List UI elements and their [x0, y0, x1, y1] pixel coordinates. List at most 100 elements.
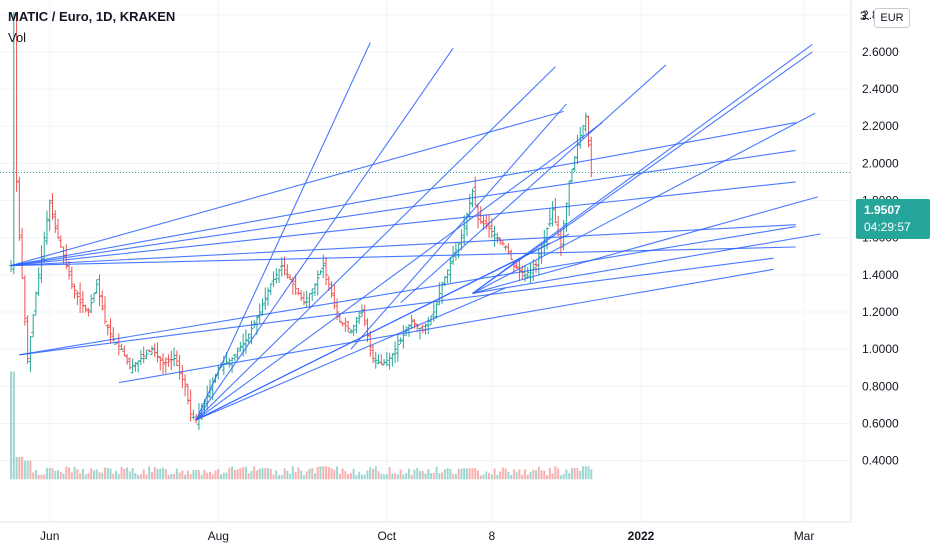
volume-bar: [98, 472, 101, 480]
trendline: [10, 121, 796, 267]
volume-bar: [385, 474, 388, 480]
volume-bar: [115, 470, 118, 480]
volume-bar: [297, 467, 300, 480]
volume-bar: [181, 470, 184, 480]
volume-bar: [109, 468, 112, 480]
volume-bar: [338, 473, 341, 480]
volume-bar: [272, 474, 275, 480]
volume-bar: [112, 473, 115, 480]
volume-bar: [532, 469, 535, 480]
volume-bar: [355, 475, 358, 480]
trendline: [195, 122, 603, 421]
volume-bar: [499, 471, 502, 480]
volume-bar: [40, 474, 43, 480]
symbol-label: MATIC / Euro, 1D, KRAKEN: [8, 9, 176, 24]
volume-bar: [347, 473, 350, 480]
volume-bar: [173, 473, 176, 480]
chart-grid: [0, 0, 851, 522]
volume-bar: [106, 467, 109, 480]
volume-bar: [501, 467, 504, 480]
volume-bar: [208, 471, 211, 480]
volume-bar: [137, 475, 140, 480]
volume-bar: [474, 468, 477, 480]
volume-bar: [79, 473, 82, 480]
volume-bar: [34, 469, 37, 480]
volume-bar: [128, 471, 131, 480]
volume-bar: [117, 474, 120, 480]
volume-bar: [123, 468, 126, 480]
volume-bar: [283, 468, 286, 480]
volume-bar: [73, 467, 76, 480]
volume-bar: [446, 468, 449, 480]
trendline: [11, 224, 796, 267]
trendline: [19, 257, 774, 356]
trendline: [118, 268, 774, 384]
volume-bar: [490, 474, 493, 480]
volume-bar: [529, 471, 532, 480]
time-tick-label: 8: [488, 529, 495, 543]
trendline: [10, 110, 564, 267]
trendline: [472, 196, 818, 294]
price-tick-label: 0.4000: [862, 454, 899, 468]
volume-bar: [430, 473, 433, 480]
volume-bar: [200, 474, 203, 480]
volume-bar: [358, 471, 361, 480]
volume-bar: [178, 472, 181, 480]
volume-bar: [504, 468, 507, 480]
volume-bar: [145, 474, 148, 480]
volume-bar: [231, 466, 234, 480]
volume-bar: [264, 468, 267, 480]
volume-bar: [186, 470, 189, 480]
volume-bar: [103, 467, 106, 480]
volume-bar: [189, 474, 192, 480]
volume-bar: [573, 468, 576, 480]
volume-bar: [540, 470, 543, 480]
price-tick-label: 1.4000: [862, 268, 899, 282]
trendline: [472, 233, 821, 295]
volume-bar: [454, 473, 457, 480]
volume-bar: [319, 466, 322, 480]
price-tick-label: 2.4000: [862, 82, 899, 96]
volume-bar: [51, 468, 54, 480]
volume-bar: [244, 466, 247, 480]
price-tick-label: 0.8000: [862, 379, 899, 393]
volume-bar: [327, 466, 330, 480]
volume-bar: [587, 466, 590, 480]
volume-bar: [10, 371, 13, 480]
volume-bar: [142, 469, 145, 480]
trendline: [472, 112, 816, 294]
volume-bar: [68, 467, 71, 480]
volume-bar: [515, 472, 518, 480]
volume-bar: [507, 471, 510, 480]
volume-bar: [584, 466, 587, 480]
volume-bar: [267, 468, 270, 480]
volume-bar: [565, 469, 568, 480]
volume-bar: [424, 473, 427, 480]
volume-bar: [250, 471, 253, 480]
price-tick-label: 2.0000: [862, 156, 899, 170]
currency-button[interactable]: EUR: [874, 8, 910, 28]
volume-bar: [407, 468, 410, 480]
volume-bar: [57, 470, 60, 480]
volume-bar: [579, 470, 582, 480]
volume-bar: [421, 470, 424, 480]
volume-bar: [278, 475, 281, 480]
volume-bar: [300, 470, 303, 480]
time-tick-label: Aug: [208, 529, 229, 543]
volume-bar: [568, 473, 571, 480]
price-axis-top-label: 3.: [860, 9, 870, 23]
volume-bar: [148, 466, 151, 480]
last-price-badge: 1.9507 04:29:57: [856, 199, 930, 239]
volume-bar: [29, 460, 32, 480]
volume-bar: [391, 473, 394, 480]
volume-bar: [242, 467, 245, 480]
volume-bar: [255, 470, 258, 480]
symbol-title[interactable]: MATIC / Euro, 1D, KRAKEN: [8, 9, 175, 24]
volume-bar: [333, 469, 336, 480]
volume-bar: [543, 470, 546, 480]
volume-bar: [471, 468, 474, 480]
volume-bar: [206, 472, 209, 480]
volume-bar: [523, 469, 526, 480]
volume-label[interactable]: Vol: [8, 30, 27, 45]
